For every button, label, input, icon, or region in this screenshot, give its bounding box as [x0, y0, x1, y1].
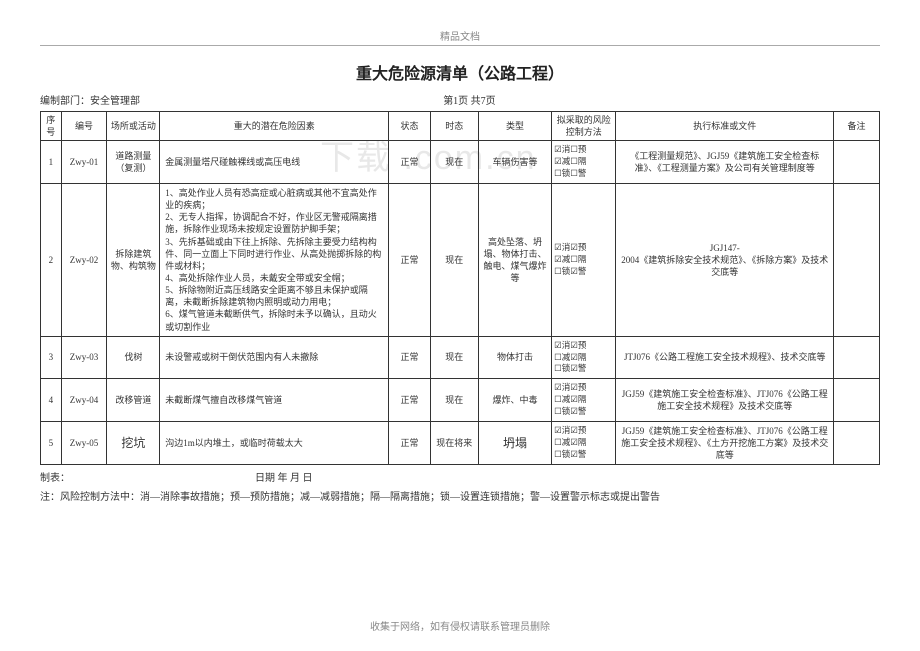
cell-place: 伐树: [107, 336, 160, 379]
table-header-row: 序号 编号 场所或活动 重大的潜在危险因素 状态 时态 类型 拟采取的风险控制方…: [41, 112, 880, 141]
cell-place: 拆除建筑物、构筑物: [107, 183, 160, 336]
th-std: 执行标准或文件: [616, 112, 834, 141]
date-label: 日期 年 月 日: [255, 473, 313, 484]
cell-note: [834, 336, 880, 379]
th-type: 类型: [478, 112, 551, 141]
cell-type: 爆炸、中毒: [478, 379, 551, 422]
cell-place: 道路测量（复测）: [107, 141, 160, 184]
table-row: 3Zwy-03伐树未设警戒或树干倒伏范围内有人未撤除正常现在物体打击☑消☑预☐减…: [41, 336, 880, 379]
table-row: 2Zwy-02拆除建筑物、构筑物1、高处作业人员有恐高症或心脏病或其他不宜高处作…: [41, 183, 880, 336]
cell-place: 改移管道: [107, 379, 160, 422]
cell-ctrl: ☑消☐预☑减☐隔☐锁☐警: [552, 141, 616, 184]
page-title: 重大危险源清单（公路工程）: [40, 60, 880, 84]
cell-state: 正常: [389, 183, 430, 336]
cell-factor: 未截断煤气擅自改移煤气管道: [160, 379, 389, 422]
maker-label: 制表：: [40, 473, 70, 484]
cell-ctrl: ☑消☑预☐减☑隔☐锁☑警: [552, 379, 616, 422]
cell-note: [834, 183, 880, 336]
cell-seq: 3: [41, 336, 62, 379]
cell-type: 坍塌: [478, 421, 551, 464]
cell-seq: 5: [41, 421, 62, 464]
th-code: 编号: [61, 112, 107, 141]
th-ctrl: 拟采取的风险控制方法: [552, 112, 616, 141]
cell-note: [834, 421, 880, 464]
cell-ctrl: ☑消☑预☐减☑隔☐锁☑警: [552, 336, 616, 379]
cell-tense: 现在: [430, 379, 478, 422]
cell-code: Zwy-03: [61, 336, 107, 379]
th-place: 场所或活动: [107, 112, 160, 141]
footer-note: 收集于网络，如有侵权请联系管理员删除: [0, 618, 920, 633]
cell-std: JGJ59《建筑施工安全检查标准》、JTJ076《公路工程施工安全技术规程》及技…: [616, 379, 834, 422]
legend-note: 注：风险控制方法中：消—消除事故措施；预—预防措施；减—减弱措施；隔—隔离措施；…: [40, 488, 880, 503]
cell-type: 车辆伤害等: [478, 141, 551, 184]
cell-ctrl: ☑消☑预☑减☐隔☐锁☑警: [552, 183, 616, 336]
th-state: 状态: [389, 112, 430, 141]
cell-code: Zwy-04: [61, 379, 107, 422]
table-row: 4Zwy-04改移管道未截断煤气擅自改移煤气管道正常现在爆炸、中毒☑消☑预☐减☑…: [41, 379, 880, 422]
cell-state: 正常: [389, 336, 430, 379]
hazard-table: 序号 编号 场所或活动 重大的潜在危险因素 状态 时态 类型 拟采取的风险控制方…: [40, 111, 880, 465]
th-seq: 序号: [41, 112, 62, 141]
cell-factor: 未设警戒或树干倒伏范围内有人未撤除: [160, 336, 389, 379]
cell-tense: 现在将来: [430, 421, 478, 464]
cell-tense: 现在: [430, 336, 478, 379]
cell-ctrl: ☑消☑预☐减☑隔☐锁☑警: [552, 421, 616, 464]
page-indicator: 第1页 共7页: [443, 92, 880, 107]
cell-seq: 2: [41, 183, 62, 336]
cell-factor: 沟边1m以内堆土，或临时荷载太大: [160, 421, 389, 464]
dept-label: 编制部门：安全管理部: [40, 92, 443, 107]
cell-code: Zwy-02: [61, 183, 107, 336]
cell-seq: 1: [41, 141, 62, 184]
table-row: 5Zwy-05挖坑沟边1m以内堆土，或临时荷载太大正常现在将来坍塌☑消☑预☐减☑…: [41, 421, 880, 464]
cell-factor: 1、高处作业人员有恐高症或心脏病或其他不宜高处作业的疾病；2、无专人指挥，协调配…: [160, 183, 389, 336]
cell-note: [834, 141, 880, 184]
top-divider: [40, 45, 880, 46]
table-row: 1Zwy-01道路测量（复测）金属测量塔尺碰触裸线或高压电线正常现在车辆伤害等☑…: [41, 141, 880, 184]
cell-tense: 现在: [430, 183, 478, 336]
cell-type: 高处坠落、坍塌、物体打击、触电、煤气爆炸等: [478, 183, 551, 336]
cell-note: [834, 379, 880, 422]
cell-state: 正常: [389, 421, 430, 464]
th-note: 备注: [834, 112, 880, 141]
cell-std: JGJ59《建筑施工安全检查标准》、JTJ076《公路工程施工安全技术规程》、《…: [616, 421, 834, 464]
cell-seq: 4: [41, 379, 62, 422]
cell-type: 物体打击: [478, 336, 551, 379]
cell-code: Zwy-01: [61, 141, 107, 184]
th-tense: 时态: [430, 112, 478, 141]
cell-tense: 现在: [430, 141, 478, 184]
cell-std: JGJ147-2004《建筑拆除安全技术规范》、《拆除方案》及技术交底等: [616, 183, 834, 336]
top-label: 精品文档: [40, 28, 880, 43]
cell-state: 正常: [389, 379, 430, 422]
cell-std: 《工程测量规范》、JGJ59《建筑施工安全检查标准》、《工程测量方案》及公司有关…: [616, 141, 834, 184]
cell-state: 正常: [389, 141, 430, 184]
cell-place: 挖坑: [107, 421, 160, 464]
th-factor: 重大的潜在危险因素: [160, 112, 389, 141]
cell-code: Zwy-05: [61, 421, 107, 464]
cell-factor: 金属测量塔尺碰触裸线或高压电线: [160, 141, 389, 184]
cell-std: JTJ076《公路工程施工安全技术规程》、技术交底等: [616, 336, 834, 379]
